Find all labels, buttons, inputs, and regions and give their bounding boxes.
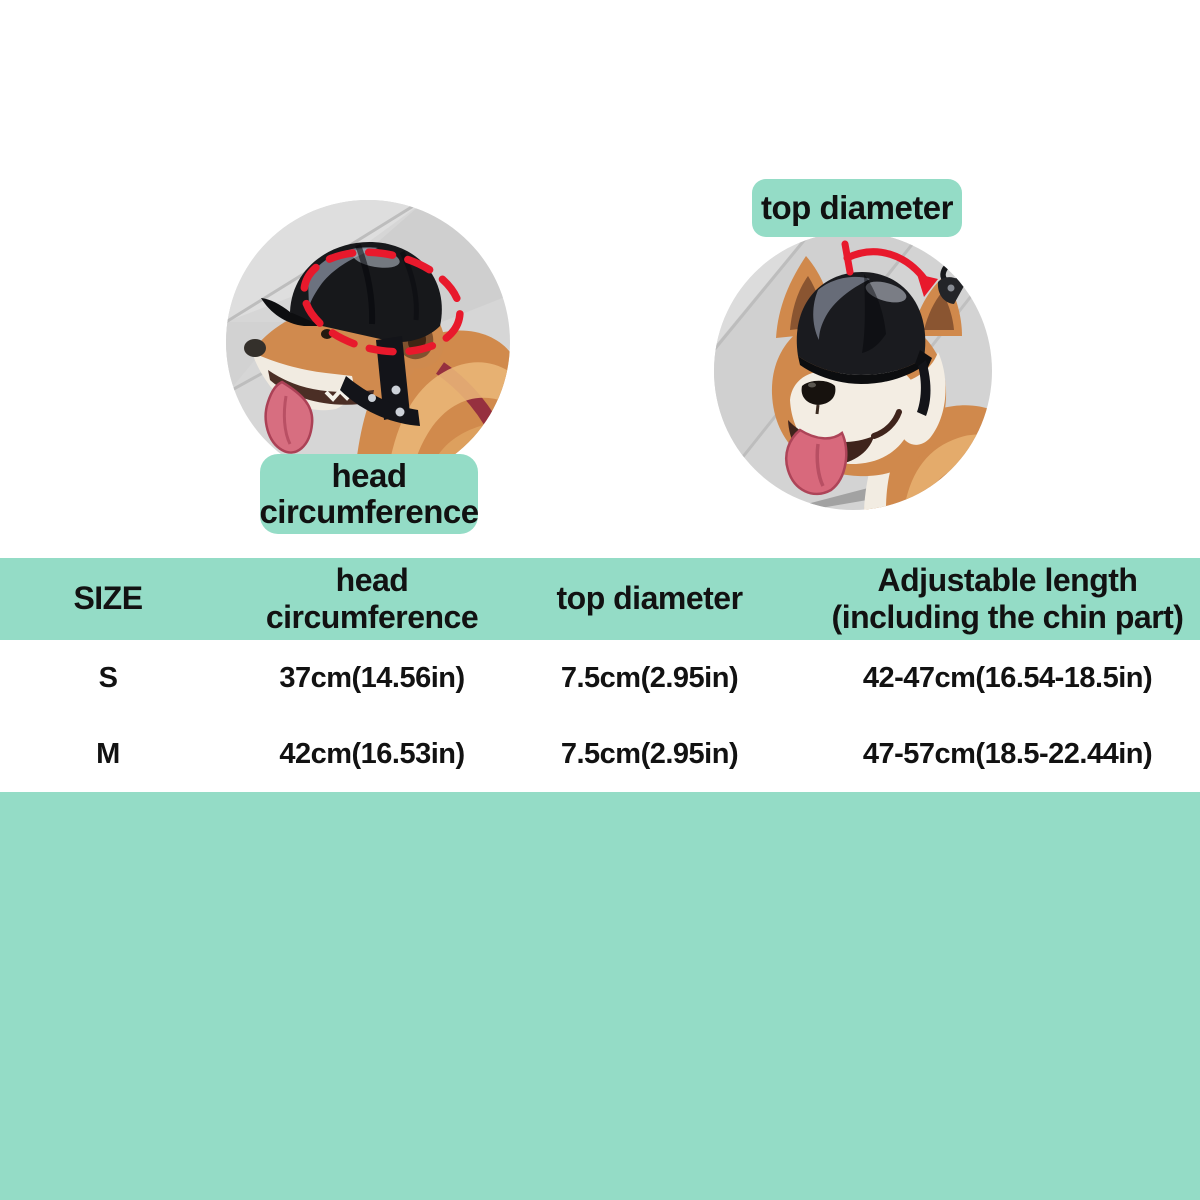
shiba-profile-dog — [244, 241, 510, 484]
nose — [244, 339, 266, 357]
head-circumference-label-line2: circumference — [259, 493, 479, 530]
cell-top-diameter: 7.5cm(2.95in) — [560, 661, 739, 694]
shiba-profile-illustration — [226, 200, 510, 484]
header-head-circumference: head circumference — [265, 561, 479, 635]
chin-strap — [376, 336, 410, 420]
cell-size: M — [96, 737, 120, 770]
cell-adjustable-length: 47-57cm(18.5-22.44in) — [862, 737, 1153, 770]
photo-top-diameter — [714, 232, 992, 510]
head-circumference-label-line1: head — [331, 456, 407, 494]
bottom-green-panel — [0, 792, 1200, 1200]
cell-adjustable-length: 42-47cm(16.54-18.5in) — [862, 661, 1153, 694]
header-size: SIZE — [73, 580, 143, 617]
shiba-front-dog — [771, 256, 992, 510]
head-circumference-dashed-ellipse — [300, 248, 464, 356]
size-table-header: SIZE head circumference top diameter Adju… — [0, 558, 1200, 640]
table-row-size-m: M 42cm(16.53in) 7.5cm(2.95in) 47-57cm(18… — [0, 716, 1200, 792]
tongue — [264, 380, 314, 454]
top-diameter-label: top diameter — [752, 179, 962, 237]
photo-head-circumference — [226, 200, 510, 484]
top-diameter-label-text: top diameter — [760, 189, 954, 226]
header-adjustable-length: Adjustable length (including the chin par… — [831, 561, 1184, 635]
cell-top-diameter: 7.5cm(2.95in) — [560, 737, 739, 770]
cell-head-circumference: 37cm(14.56in) — [279, 661, 465, 694]
table-row-size-s: S 37cm(14.56in) 7.5cm(2.95in) 42-47cm(16… — [0, 640, 1200, 716]
cell-size: S — [98, 661, 118, 694]
top-diameter-arrow-annotation — [841, 240, 938, 297]
head-circumference-label: head circumference — [259, 454, 479, 534]
shiba-front-illustration — [714, 232, 992, 510]
cell-head-circumference: 42cm(16.53in) — [279, 737, 465, 770]
header-top-diameter: top diameter — [556, 580, 743, 617]
